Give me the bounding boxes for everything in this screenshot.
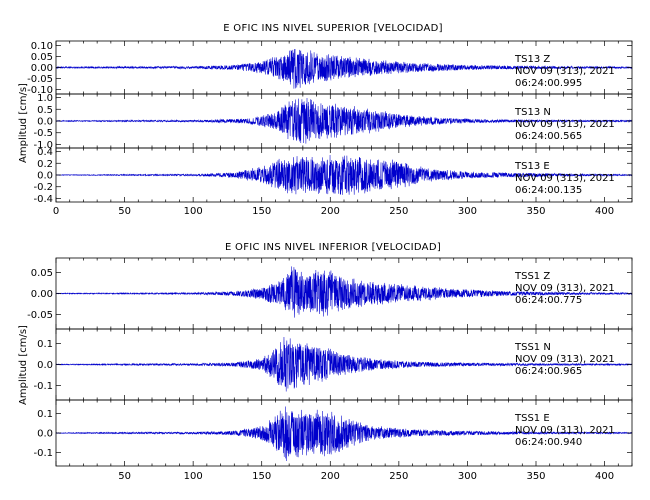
x-tick-label: 100 xyxy=(184,471,203,482)
station-annotation: NOV 09 (313), 2021 xyxy=(515,173,615,184)
figure-title: E OFIC INS NIVEL SUPERIOR [VELOCIDAD] xyxy=(223,23,443,34)
station-annotation: NOV 09 (313), 2021 xyxy=(515,283,615,294)
x-tick-label: 0 xyxy=(53,206,59,217)
waveform-trace xyxy=(55,266,633,318)
y-tick-label: 0.0 xyxy=(37,117,53,128)
y-tick-label: -1.0 xyxy=(33,140,53,151)
y-tick-label: 0.0 xyxy=(37,360,53,371)
y-tick-label: -0.05 xyxy=(27,310,53,321)
station-annotation: 06:24:00.995 xyxy=(515,78,582,89)
station-annotation: TS13 Z xyxy=(514,54,550,65)
y-tick-label: 1.0 xyxy=(37,93,53,104)
x-tick-label: 350 xyxy=(526,206,545,217)
y-tick-label: 0.2 xyxy=(37,159,53,170)
y-tick-label: 0.0 xyxy=(37,171,53,182)
y-tick-label: -0.1 xyxy=(33,381,53,392)
station-annotation: 06:24:00.940 xyxy=(515,437,582,448)
y-tick-label: 0.05 xyxy=(31,52,53,63)
y-tick-label: 0.00 xyxy=(31,63,53,74)
station-annotation: TS13 E xyxy=(514,161,550,172)
x-tick-label: 400 xyxy=(595,206,614,217)
y-tick-label: 0.05 xyxy=(31,268,53,279)
y-tick-label: -0.4 xyxy=(33,194,53,205)
y-tick-label: 0.1 xyxy=(37,339,53,350)
y-tick-label: 0.0 xyxy=(37,429,53,440)
y-tick-label: -0.10 xyxy=(27,85,53,96)
y-tick-label: 0.5 xyxy=(37,105,53,116)
y-tick-label: 0.10 xyxy=(31,41,53,52)
y-axis-label: Amplitud [cm/s] xyxy=(18,325,29,405)
station-annotation: NOV 09 (313), 2021 xyxy=(515,354,615,365)
waveform-trace xyxy=(55,336,633,392)
y-axis-label: Amplitud [cm/s] xyxy=(18,83,29,163)
x-tick-label: 150 xyxy=(252,206,271,217)
x-tick-label: 50 xyxy=(118,471,131,482)
x-tick-label: 300 xyxy=(458,206,477,217)
station-annotation: 06:24:00.135 xyxy=(515,185,582,196)
x-tick-label: 50 xyxy=(118,206,131,217)
y-tick-label: 0.1 xyxy=(37,409,53,420)
x-tick-label: 100 xyxy=(184,206,203,217)
x-tick-label: 300 xyxy=(458,471,477,482)
station-annotation: NOV 09 (313), 2021 xyxy=(515,66,615,77)
station-annotation: TSS1 E xyxy=(514,413,550,424)
figure-title: E OFIC INS NIVEL INFERIOR [VELOCIDAD] xyxy=(225,242,441,253)
x-tick-label: 250 xyxy=(389,471,408,482)
station-annotation: NOV 09 (313), 2021 xyxy=(515,119,615,130)
waveform-trace xyxy=(55,406,633,462)
y-tick-label: 0.00 xyxy=(31,289,53,300)
y-tick-label: -0.1 xyxy=(33,448,53,459)
station-annotation: TSS1 N xyxy=(514,342,551,353)
waveform-trace xyxy=(55,97,633,144)
x-tick-label: 200 xyxy=(321,206,340,217)
x-tick-label: 400 xyxy=(595,471,614,482)
waveform-trace xyxy=(55,155,633,195)
waveform-trace xyxy=(55,48,633,89)
x-tick-label: 200 xyxy=(321,471,340,482)
station-annotation: 06:24:00.965 xyxy=(515,366,582,377)
station-annotation: TSS1 Z xyxy=(514,271,550,282)
y-tick-label: -0.05 xyxy=(27,74,53,85)
x-tick-label: 250 xyxy=(389,206,408,217)
x-tick-label: 350 xyxy=(526,471,545,482)
y-tick-label: -0.5 xyxy=(33,128,53,139)
station-annotation: TS13 N xyxy=(514,107,551,118)
x-tick-label: 150 xyxy=(252,471,271,482)
station-annotation: NOV 09 (313), 2021 xyxy=(515,425,615,436)
station-annotation: 06:24:00.565 xyxy=(515,131,582,142)
y-tick-label: 0.4 xyxy=(37,147,53,158)
y-tick-label: -0.2 xyxy=(33,182,53,193)
station-annotation: 06:24:00.775 xyxy=(515,295,582,306)
